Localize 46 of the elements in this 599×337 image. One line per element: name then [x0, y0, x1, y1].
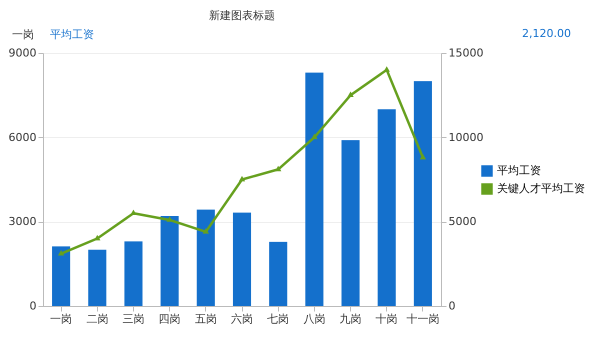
bar	[124, 241, 142, 306]
bar	[232, 212, 252, 306]
bar	[52, 246, 70, 306]
y2-tick-label: 0	[448, 300, 456, 312]
legend-label: 关键人才平均工资	[497, 182, 585, 195]
point	[347, 92, 354, 97]
point	[166, 216, 173, 222]
y-tick-label: 6000	[8, 130, 36, 144]
x-tick-label: 四岗	[158, 312, 181, 326]
x-tick-label: 七岗	[267, 312, 290, 326]
point	[238, 176, 246, 182]
bar	[196, 210, 215, 306]
point	[420, 154, 426, 160]
x-tick-label: 五岗	[194, 312, 217, 326]
point	[275, 166, 282, 172]
y2-tick-label: 15000	[448, 46, 484, 60]
bar	[378, 109, 396, 306]
x-tick-label: 三岗	[122, 312, 144, 326]
point	[202, 228, 209, 234]
x-tick-label: 六岗	[231, 312, 253, 326]
bar	[269, 242, 288, 306]
bar	[414, 81, 432, 306]
text: 一岗	[12, 27, 34, 42]
y-tick-label: 9000	[8, 46, 36, 60]
x-tick-label: 八岗	[303, 312, 326, 326]
x-tick-label: 二岗	[86, 312, 108, 326]
y2-tick-label: 10000	[448, 130, 484, 144]
text: 平均工资	[50, 27, 94, 42]
point	[311, 134, 318, 140]
y2-tick-label: 5000	[448, 215, 476, 228]
x-tick-label: 十一岗	[406, 312, 440, 326]
chart-title: 新建图表标题	[209, 9, 275, 22]
bar	[88, 250, 106, 306]
bar	[305, 72, 324, 306]
legend-label: 平均工资	[497, 164, 541, 177]
x-tick-label: 九岗	[340, 312, 362, 326]
y-tick-label: 3000	[8, 215, 36, 228]
y-tick-label: 0	[30, 300, 36, 312]
point	[384, 66, 390, 72]
point	[130, 210, 137, 216]
text: 2,120.00	[522, 27, 571, 40]
point	[58, 250, 64, 256]
bar	[342, 140, 360, 306]
x-tick-label: 一岗	[50, 312, 72, 326]
bar	[160, 216, 179, 306]
x-tick-label: 十岗	[376, 312, 398, 326]
